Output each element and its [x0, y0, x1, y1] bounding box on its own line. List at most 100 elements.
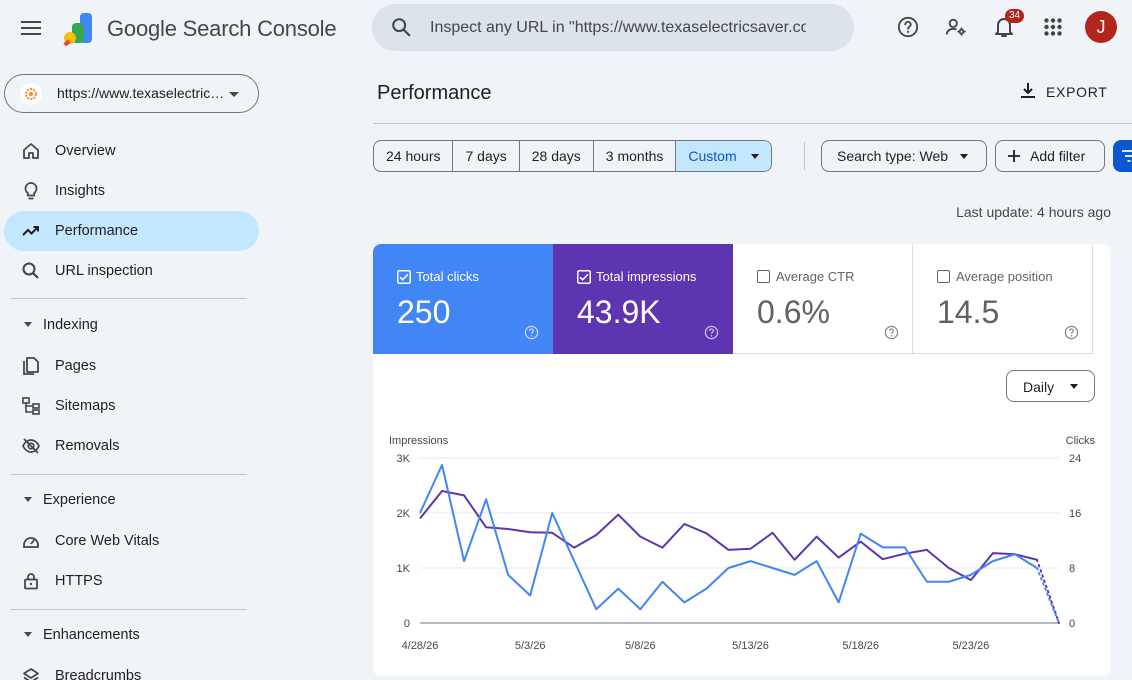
url-inspect-search[interactable]: [372, 4, 854, 51]
visibility-off-icon: [22, 438, 40, 454]
chevron-down-icon: [1070, 384, 1078, 389]
app-brand-name: Google Search Console: [107, 16, 337, 41]
y-right-tick-label: 24: [1069, 453, 1081, 465]
metric-title: Total impressions: [596, 269, 697, 284]
range-28-days[interactable]: 28 days: [520, 141, 594, 171]
sidebar-item-label: Removals: [55, 438, 120, 454]
sidebar-item-label: Sitemaps: [55, 398, 116, 414]
sidebar-item-label: Pages: [55, 358, 97, 374]
left-axis-label: Impressions: [389, 435, 449, 447]
sidebar-item-insights[interactable]: Insights: [4, 171, 259, 211]
hamburger-menu-icon: [21, 21, 41, 35]
lightbulb-icon: [24, 182, 38, 200]
range-3-months[interactable]: 3 months: [594, 141, 677, 171]
series-line-partial-clicks: [1035, 567, 1060, 624]
performance-chart: Impressions Clicks 0 0 1K 8 2K 16 3K 24 4/28/26 5/3…: [389, 435, 1096, 652]
url-inspect-input[interactable]: [430, 4, 806, 51]
sidebar-item-label: Breadcrumbs: [55, 668, 142, 680]
y-left-tick-label: 0: [404, 618, 410, 630]
y-left-tick-label: 1K: [397, 563, 411, 575]
help-icon[interactable]: [1064, 325, 1079, 340]
search-icon: [392, 18, 411, 37]
y-right-tick-label: 16: [1069, 508, 1081, 520]
search-type-label: Search type: Web: [837, 148, 949, 164]
right-axis-label: Clicks: [1066, 435, 1096, 447]
date-range-selector: 24 hours 7 days 28 days 3 months Custom: [373, 140, 772, 172]
home-icon: [23, 143, 39, 159]
add-filter-button[interactable]: Add filter: [995, 140, 1105, 172]
export-label: EXPORT: [1046, 84, 1108, 100]
sidebar-item-url-inspection[interactable]: URL inspection: [4, 251, 259, 291]
account-settings-button[interactable]: [939, 10, 973, 44]
notifications-button[interactable]: 34: [987, 9, 1025, 44]
checkbox-unchecked-icon: [937, 270, 950, 283]
sidebar-item-overview[interactable]: Overview: [4, 131, 259, 171]
performance-card: Total clicks 250 Total impressions 43.9K…: [373, 244, 1111, 676]
chevron-down-icon: [750, 153, 759, 159]
sidebar-item-breadcrumbs[interactable]: Breadcrumbs: [4, 656, 259, 680]
layers-icon: [23, 668, 39, 680]
help-button[interactable]: [891, 10, 925, 44]
help-icon[interactable]: [704, 325, 719, 340]
collapse-arrow-icon: [24, 322, 32, 327]
metric-total-impressions[interactable]: Total impressions 43.9K: [553, 244, 733, 354]
checkbox-checked-icon: [577, 270, 591, 284]
help-icon[interactable]: [884, 325, 899, 340]
sidebar-section-experience[interactable]: Experience: [18, 489, 258, 513]
trending-up-icon: [22, 226, 39, 236]
section-label: Indexing: [43, 317, 98, 333]
sidebar-divider: [11, 474, 247, 475]
last-update-text: Last update: 4 hours ago: [956, 204, 1111, 220]
metric-value: 14.5: [937, 294, 1000, 330]
range-24-hours[interactable]: 24 hours: [374, 141, 454, 171]
sidebar-item-label: Performance: [55, 223, 139, 239]
help-icon[interactable]: [524, 325, 539, 340]
help-icon: [897, 16, 919, 38]
granularity-selector[interactable]: Daily: [1006, 370, 1095, 402]
range-custom[interactable]: Custom: [676, 141, 771, 171]
x-tick-label: 5/3/26: [515, 640, 546, 652]
sidebar-item-pages[interactable]: Pages: [4, 346, 259, 386]
sidebar-item-label: HTTPS: [55, 573, 103, 589]
manage-accounts-icon: [945, 18, 966, 36]
sidebar-item-removals[interactable]: Removals: [4, 426, 259, 466]
x-tick-label: 5/23/26: [953, 640, 990, 652]
x-tick-label: 5/8/26: [625, 640, 656, 652]
export-button[interactable]: EXPORT: [1012, 78, 1110, 106]
apps-grid-icon: [1044, 18, 1062, 36]
property-selector[interactable]: https://www.texaselectricsaver.com/: [4, 74, 259, 113]
search-icon: [22, 262, 39, 279]
sidebar-section-indexing[interactable]: Indexing: [18, 314, 258, 338]
metric-average-position[interactable]: Average position 14.5: [913, 244, 1093, 354]
search-type-filter[interactable]: Search type: Web: [821, 140, 987, 172]
sidebar-item-core-web-vitals[interactable]: Core Web Vitals: [4, 521, 259, 561]
sidebar-item-label: Insights: [55, 183, 105, 199]
metric-total-clicks[interactable]: Total clicks 250: [373, 244, 553, 354]
account-avatar[interactable]: J: [1085, 11, 1117, 43]
filter-options-button[interactable]: [1113, 140, 1132, 172]
range-7-days[interactable]: 7 days: [453, 141, 520, 171]
y-left-tick-label: 2K: [397, 508, 411, 520]
filter-separator: [804, 142, 805, 170]
checkbox-checked-icon: [397, 270, 411, 284]
sidebar-item-https[interactable]: HTTPS: [4, 561, 259, 601]
main-menu-button[interactable]: [14, 12, 48, 44]
metric-title: Total clicks: [416, 269, 479, 284]
sidebar-item-performance[interactable]: Performance: [4, 211, 259, 251]
metric-value: 43.9K: [577, 294, 661, 330]
google-apps-button[interactable]: [1036, 10, 1070, 44]
sidebar-divider: [11, 609, 247, 610]
chevron-down-icon: [229, 92, 239, 97]
metric-value: 0.6%: [757, 294, 830, 330]
metric-average-ctr[interactable]: Average CTR 0.6%: [733, 244, 913, 354]
sidebar-section-enhancements[interactable]: Enhancements: [18, 624, 258, 648]
sidebar-divider: [11, 298, 247, 299]
series-line-impressions: [419, 490, 1038, 582]
download-icon: [1021, 83, 1035, 98]
collapse-arrow-icon: [24, 632, 32, 637]
section-label: Experience: [43, 492, 116, 508]
checkbox-unchecked-icon: [757, 270, 770, 283]
header-divider: [373, 123, 1132, 124]
sidebar-item-sitemaps[interactable]: Sitemaps: [4, 386, 259, 426]
pages-icon: [23, 357, 39, 375]
